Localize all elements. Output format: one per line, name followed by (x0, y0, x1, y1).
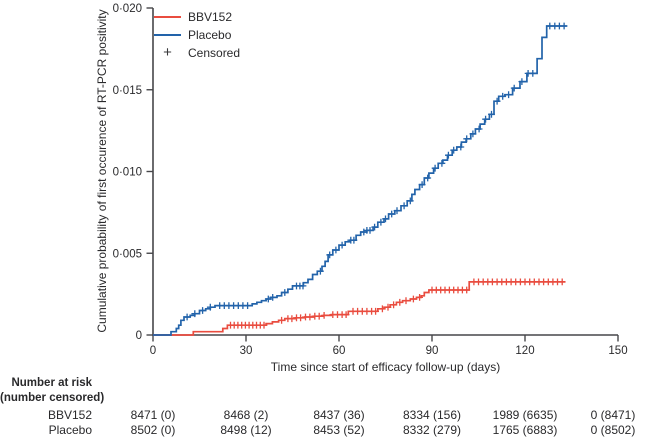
risk-cell: 1989 (6635) (492, 408, 558, 422)
y-tick-label: 0·020 (113, 3, 142, 15)
risk-row-label-placebo: Placebo (48, 423, 92, 437)
y-tick-label: 0·015 (113, 85, 142, 97)
x-tick-label: 30 (240, 345, 253, 357)
risk-cell: 8332 (279) (402, 423, 462, 437)
x-tick-label: 90 (426, 345, 439, 357)
risk-cell: 1765 (6883) (492, 423, 558, 437)
y-tick-label: 0·010 (113, 167, 142, 179)
risk-table-header-line2: (number censored) (0, 392, 105, 404)
legend-label-placebo: Placebo (188, 28, 232, 42)
risk-cell: 8334 (156) (402, 408, 462, 422)
x-tick-label: 150 (608, 345, 627, 357)
risk-cell: 8468 (2) (223, 408, 269, 422)
risk-table-header-line1: Number at risk (11, 377, 92, 389)
legend-item-censored: + Censored (154, 44, 240, 62)
y-tick-label: 0 (136, 330, 142, 342)
y-tick-label: 0·005 (113, 248, 142, 260)
risk-row-label-bbv152: BBV152 (47, 408, 92, 422)
bbv152-censor-marks (227, 278, 566, 329)
risk-cell: 8437 (36) (313, 408, 365, 422)
censored-plus-icon: + (163, 44, 172, 61)
risk-cell: 0 (8471) (590, 408, 636, 422)
legend-label-bbv152: BBV152 (188, 10, 233, 24)
legend-label-censored: Censored (188, 46, 241, 60)
legend: BBV152 Placebo + Censored (154, 8, 240, 62)
risk-cell: 8498 (12) (220, 423, 272, 437)
placebo-curve (153, 25, 567, 336)
bbv152-line-swatch (154, 16, 181, 18)
y-axis-title: Cumulative probability of first occurenc… (95, 9, 109, 333)
placebo-line-swatch (154, 34, 181, 36)
x-tick-label: 0 (150, 345, 156, 357)
legend-item-placebo: Placebo (154, 26, 240, 44)
x-tick-label: 60 (333, 345, 346, 357)
legend-item-bbv152: BBV152 (154, 8, 240, 26)
x-tick-label: 120 (515, 345, 534, 357)
placebo-censor-marks (183, 22, 568, 321)
risk-cell: 8471 (0) (130, 408, 176, 422)
risk-cell: 8502 (0) (130, 423, 176, 437)
x-axis-title: Time since start of efficacy follow-up (… (270, 360, 501, 374)
bbv152-curve (153, 281, 566, 336)
risk-cell: 0 (8502) (590, 423, 636, 437)
risk-cell: 8453 (52) (313, 423, 365, 437)
